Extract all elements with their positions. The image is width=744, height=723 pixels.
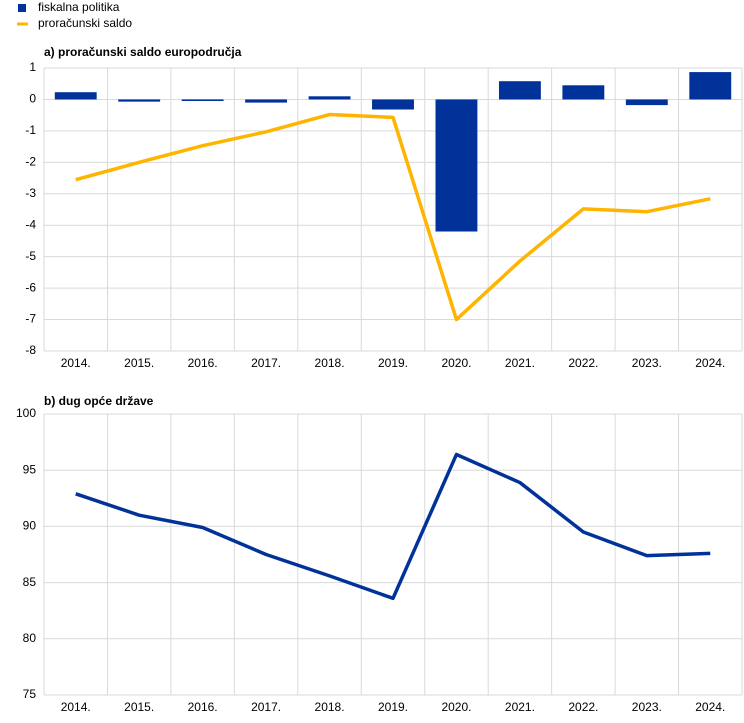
line [75, 112, 711, 322]
bar [118, 99, 161, 102]
x-tick-label: 2020. [441, 356, 471, 370]
line [75, 452, 711, 601]
legend-label: fiskalna politika [38, 0, 120, 14]
x-tick-label: 2022. [568, 356, 598, 370]
y-tick-label: -3 [25, 186, 36, 200]
y-tick-label: 75 [23, 687, 37, 701]
y-tick-label: -8 [25, 343, 36, 357]
legend-label: proračunski saldo [38, 16, 132, 30]
chart-title: b) dug opće države [44, 394, 154, 408]
x-tick-label: 2015. [124, 700, 154, 714]
x-tick-label: 2024. [695, 700, 725, 714]
y-tick-label: -1 [25, 123, 36, 137]
x-tick-label: 2014. [61, 700, 91, 714]
x-tick-label: 2017. [251, 700, 281, 714]
chart-title: a) proračunski saldo europodručja [44, 45, 242, 59]
bar [372, 99, 414, 110]
bar [435, 99, 478, 232]
x-tick-label: 2015. [124, 356, 154, 370]
x-tick-label: 2018. [315, 356, 345, 370]
y-tick-label: -5 [25, 249, 36, 263]
x-tick-label: 2021. [505, 356, 535, 370]
x-tick-label: 2021. [505, 700, 535, 714]
bar [625, 99, 668, 106]
bar [181, 99, 224, 102]
x-tick-label: 2023. [632, 356, 662, 370]
y-tick-label: 100 [16, 406, 36, 420]
x-tick-label: 2014. [61, 356, 91, 370]
x-tick-label: 2024. [695, 356, 725, 370]
bar [54, 92, 97, 100]
x-tick-label: 2016. [188, 700, 218, 714]
y-tick-label: -2 [25, 155, 36, 169]
bar [308, 96, 351, 100]
y-tick-label: -6 [25, 280, 36, 294]
y-tick-label: 95 [23, 462, 37, 476]
x-tick-label: 2018. [315, 700, 345, 714]
legend-swatch [18, 4, 26, 12]
y-tick-label: -7 [25, 312, 36, 326]
x-tick-label: 2022. [568, 700, 598, 714]
bar [562, 85, 605, 100]
y-tick-label: 80 [23, 631, 37, 645]
y-tick-label: 90 [23, 519, 37, 533]
x-tick-label: 2017. [251, 356, 281, 370]
x-tick-label: 2016. [188, 356, 218, 370]
y-tick-label: 0 [29, 92, 36, 106]
x-tick-label: 2019. [378, 700, 408, 714]
y-tick-label: 85 [23, 575, 37, 589]
y-tick-label: 1 [29, 60, 36, 74]
x-tick-label: 2019. [378, 356, 408, 370]
x-tick-label: 2020. [441, 700, 471, 714]
bar [245, 99, 288, 103]
bar [498, 81, 541, 100]
y-tick-label: -4 [25, 217, 36, 231]
bar [689, 72, 732, 100]
x-tick-label: 2023. [632, 700, 662, 714]
